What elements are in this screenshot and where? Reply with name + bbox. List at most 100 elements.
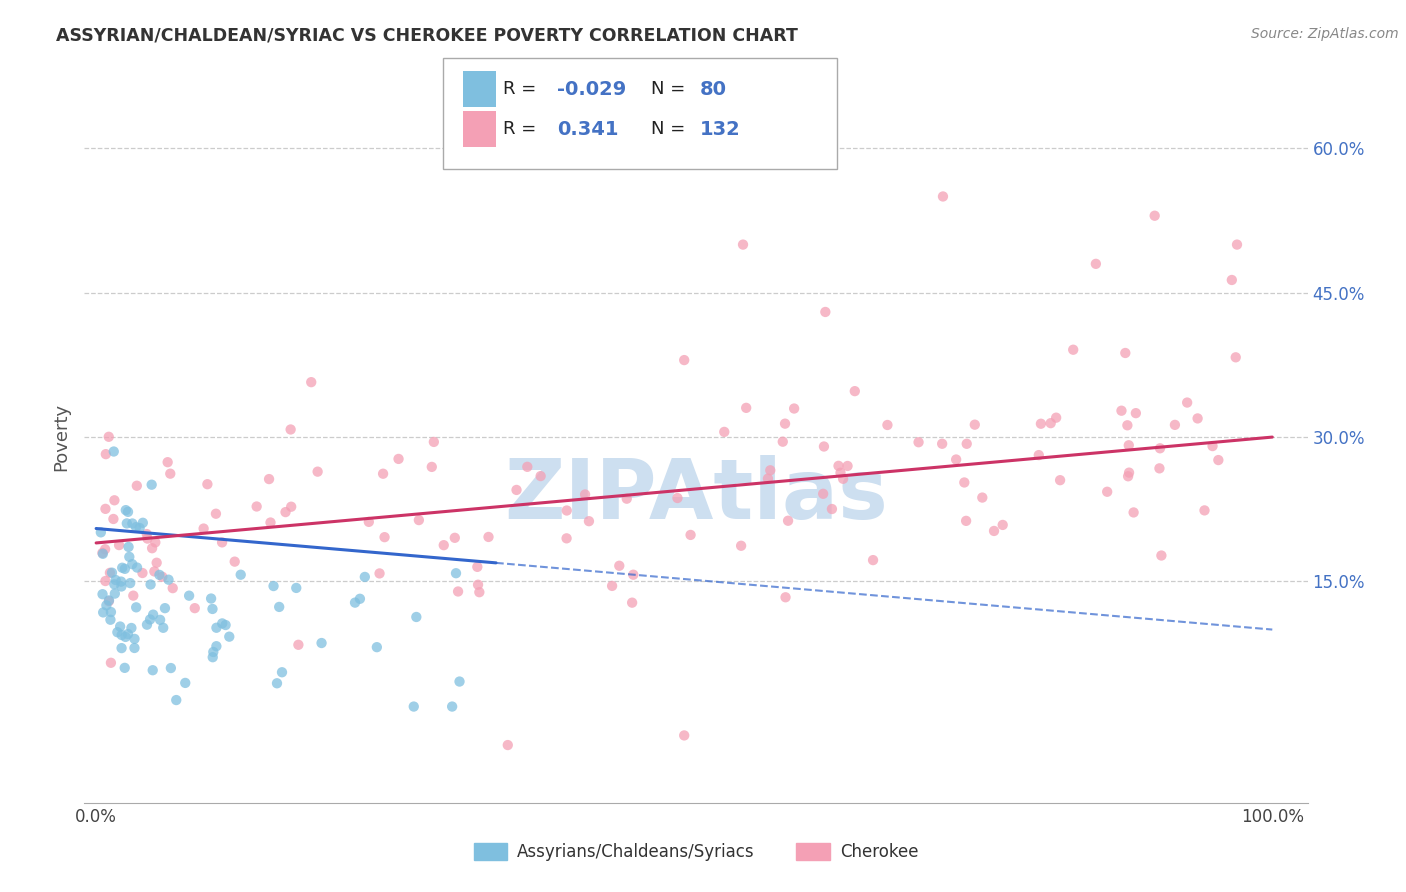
Assyrians/Chaldeans/Syriacs [139,577,162,591]
Cherokee [91,546,114,560]
Cherokee [159,467,181,481]
Cherokee [443,531,465,545]
Cherokee [162,581,184,595]
Assyrians/Chaldeans/Syriacs [214,618,236,632]
Text: 0.341: 0.341 [557,120,619,139]
Cherokee [287,638,309,652]
Cherokee [211,535,233,549]
Assyrians/Chaldeans/Syriacs [201,602,224,616]
Cherokee [100,656,122,670]
Assyrians/Chaldeans/Syriacs [103,577,125,591]
Assyrians/Chaldeans/Syriacs [108,619,131,633]
Cherokee [778,514,800,528]
Cherokee [94,447,117,461]
Assyrians/Chaldeans/Syriacs [91,606,114,620]
Cherokee [136,532,159,546]
Cherokee [108,538,131,552]
Assyrians/Chaldeans/Syriacs [121,557,143,571]
Assyrians/Chaldeans/Syriacs [100,613,122,627]
Assyrians/Chaldeans/Syriacs [118,549,141,564]
Assyrians/Chaldeans/Syriacs [114,562,136,576]
Assyrians/Chaldeans/Syriacs [402,699,425,714]
Cherokee [832,472,855,486]
Cherokee [1116,418,1139,433]
Assyrians/Chaldeans/Syriacs [124,640,146,655]
Assyrians/Chaldeans/Syriacs [104,573,127,587]
Assyrians/Chaldeans/Syriacs [174,676,197,690]
Cherokee [280,422,302,436]
Assyrians/Chaldeans/Syriacs [205,621,228,635]
Cherokee [274,505,297,519]
Cherokee [1220,273,1243,287]
Assyrians/Chaldeans/Syriacs [263,579,285,593]
Cherokee [1143,209,1166,223]
Cherokee [756,472,779,486]
Assyrians/Chaldeans/Syriacs [110,641,132,656]
Assyrians/Chaldeans/Syriacs [117,540,139,554]
Assyrians/Chaldeans/Syriacs [111,560,134,574]
Assyrians/Chaldeans/Syriacs [353,570,375,584]
Text: Source: ZipAtlas.com: Source: ZipAtlas.com [1251,27,1399,41]
Cherokee [1225,351,1247,365]
Cherokee [530,469,553,483]
Assyrians/Chaldeans/Syriacs [149,613,172,627]
Assyrians/Chaldeans/Syriacs [201,650,224,665]
Assyrians/Chaldeans/Syriacs [202,645,225,659]
Assyrians/Chaldeans/Syriacs [269,599,291,614]
Cherokee [94,574,117,588]
Cherokee [1039,416,1062,430]
Cherokee [621,567,644,582]
Cherokee [783,401,806,416]
Cherokee [368,566,391,581]
Assyrians/Chaldeans/Syriacs [160,661,183,675]
Assyrians/Chaldeans/Syriacs [114,661,136,675]
Cherokee [972,491,994,505]
Assyrians/Chaldeans/Syriacs [200,591,222,606]
Cherokee [103,493,125,508]
Assyrians/Chaldeans/Syriacs [124,632,146,646]
Cherokee [135,527,157,541]
Cherokee [1149,442,1171,456]
Assyrians/Chaldeans/Syriacs [148,567,170,582]
Cherokee [197,477,219,491]
Assyrians/Chaldeans/Syriacs [90,525,112,540]
Assyrians/Chaldeans/Syriacs [142,663,165,677]
Text: N =: N = [651,80,690,98]
Assyrians/Chaldeans/Syriacs [153,601,176,615]
Cherokee [259,516,281,530]
Cherokee [1175,395,1198,409]
Assyrians/Chaldeans/Syriacs [100,605,122,619]
Assyrians/Chaldeans/Syriacs [120,621,142,635]
Text: 80: 80 [700,79,727,99]
Cherokee [963,417,986,432]
Cherokee [1164,417,1187,432]
Assyrians/Chaldeans/Syriacs [104,586,127,600]
Cherokee [862,553,884,567]
Cherokee [141,541,163,556]
Cherokee [673,728,696,742]
Assyrians/Chaldeans/Syriacs [211,616,233,631]
Cherokee [143,535,166,549]
Assyrians/Chaldeans/Syriacs [179,589,201,603]
Cherokee [1226,237,1249,252]
Assyrians/Chaldeans/Syriacs [271,665,294,680]
Cherokee [1049,473,1071,487]
Cherokee [468,585,491,599]
Legend: Assyrians/Chaldeans/Syriacs, Cherokee: Assyrians/Chaldeans/Syriacs, Cherokee [467,836,925,868]
Cherokee [477,530,499,544]
Assyrians/Chaldeans/Syriacs [157,573,180,587]
Cherokee [447,584,470,599]
Cherokee [193,522,215,536]
Cherokee [907,435,929,450]
Cherokee [616,491,638,506]
Cherokee [420,459,443,474]
Cherokee [374,530,396,544]
Cherokee [387,451,409,466]
Cherokee [607,558,630,573]
Assyrians/Chaldeans/Syriacs [110,574,132,589]
Cherokee [876,417,898,432]
Cherokee [1122,505,1144,519]
Cherokee [1118,438,1140,452]
Cherokee [1028,448,1050,462]
Cherokee [1125,406,1147,420]
